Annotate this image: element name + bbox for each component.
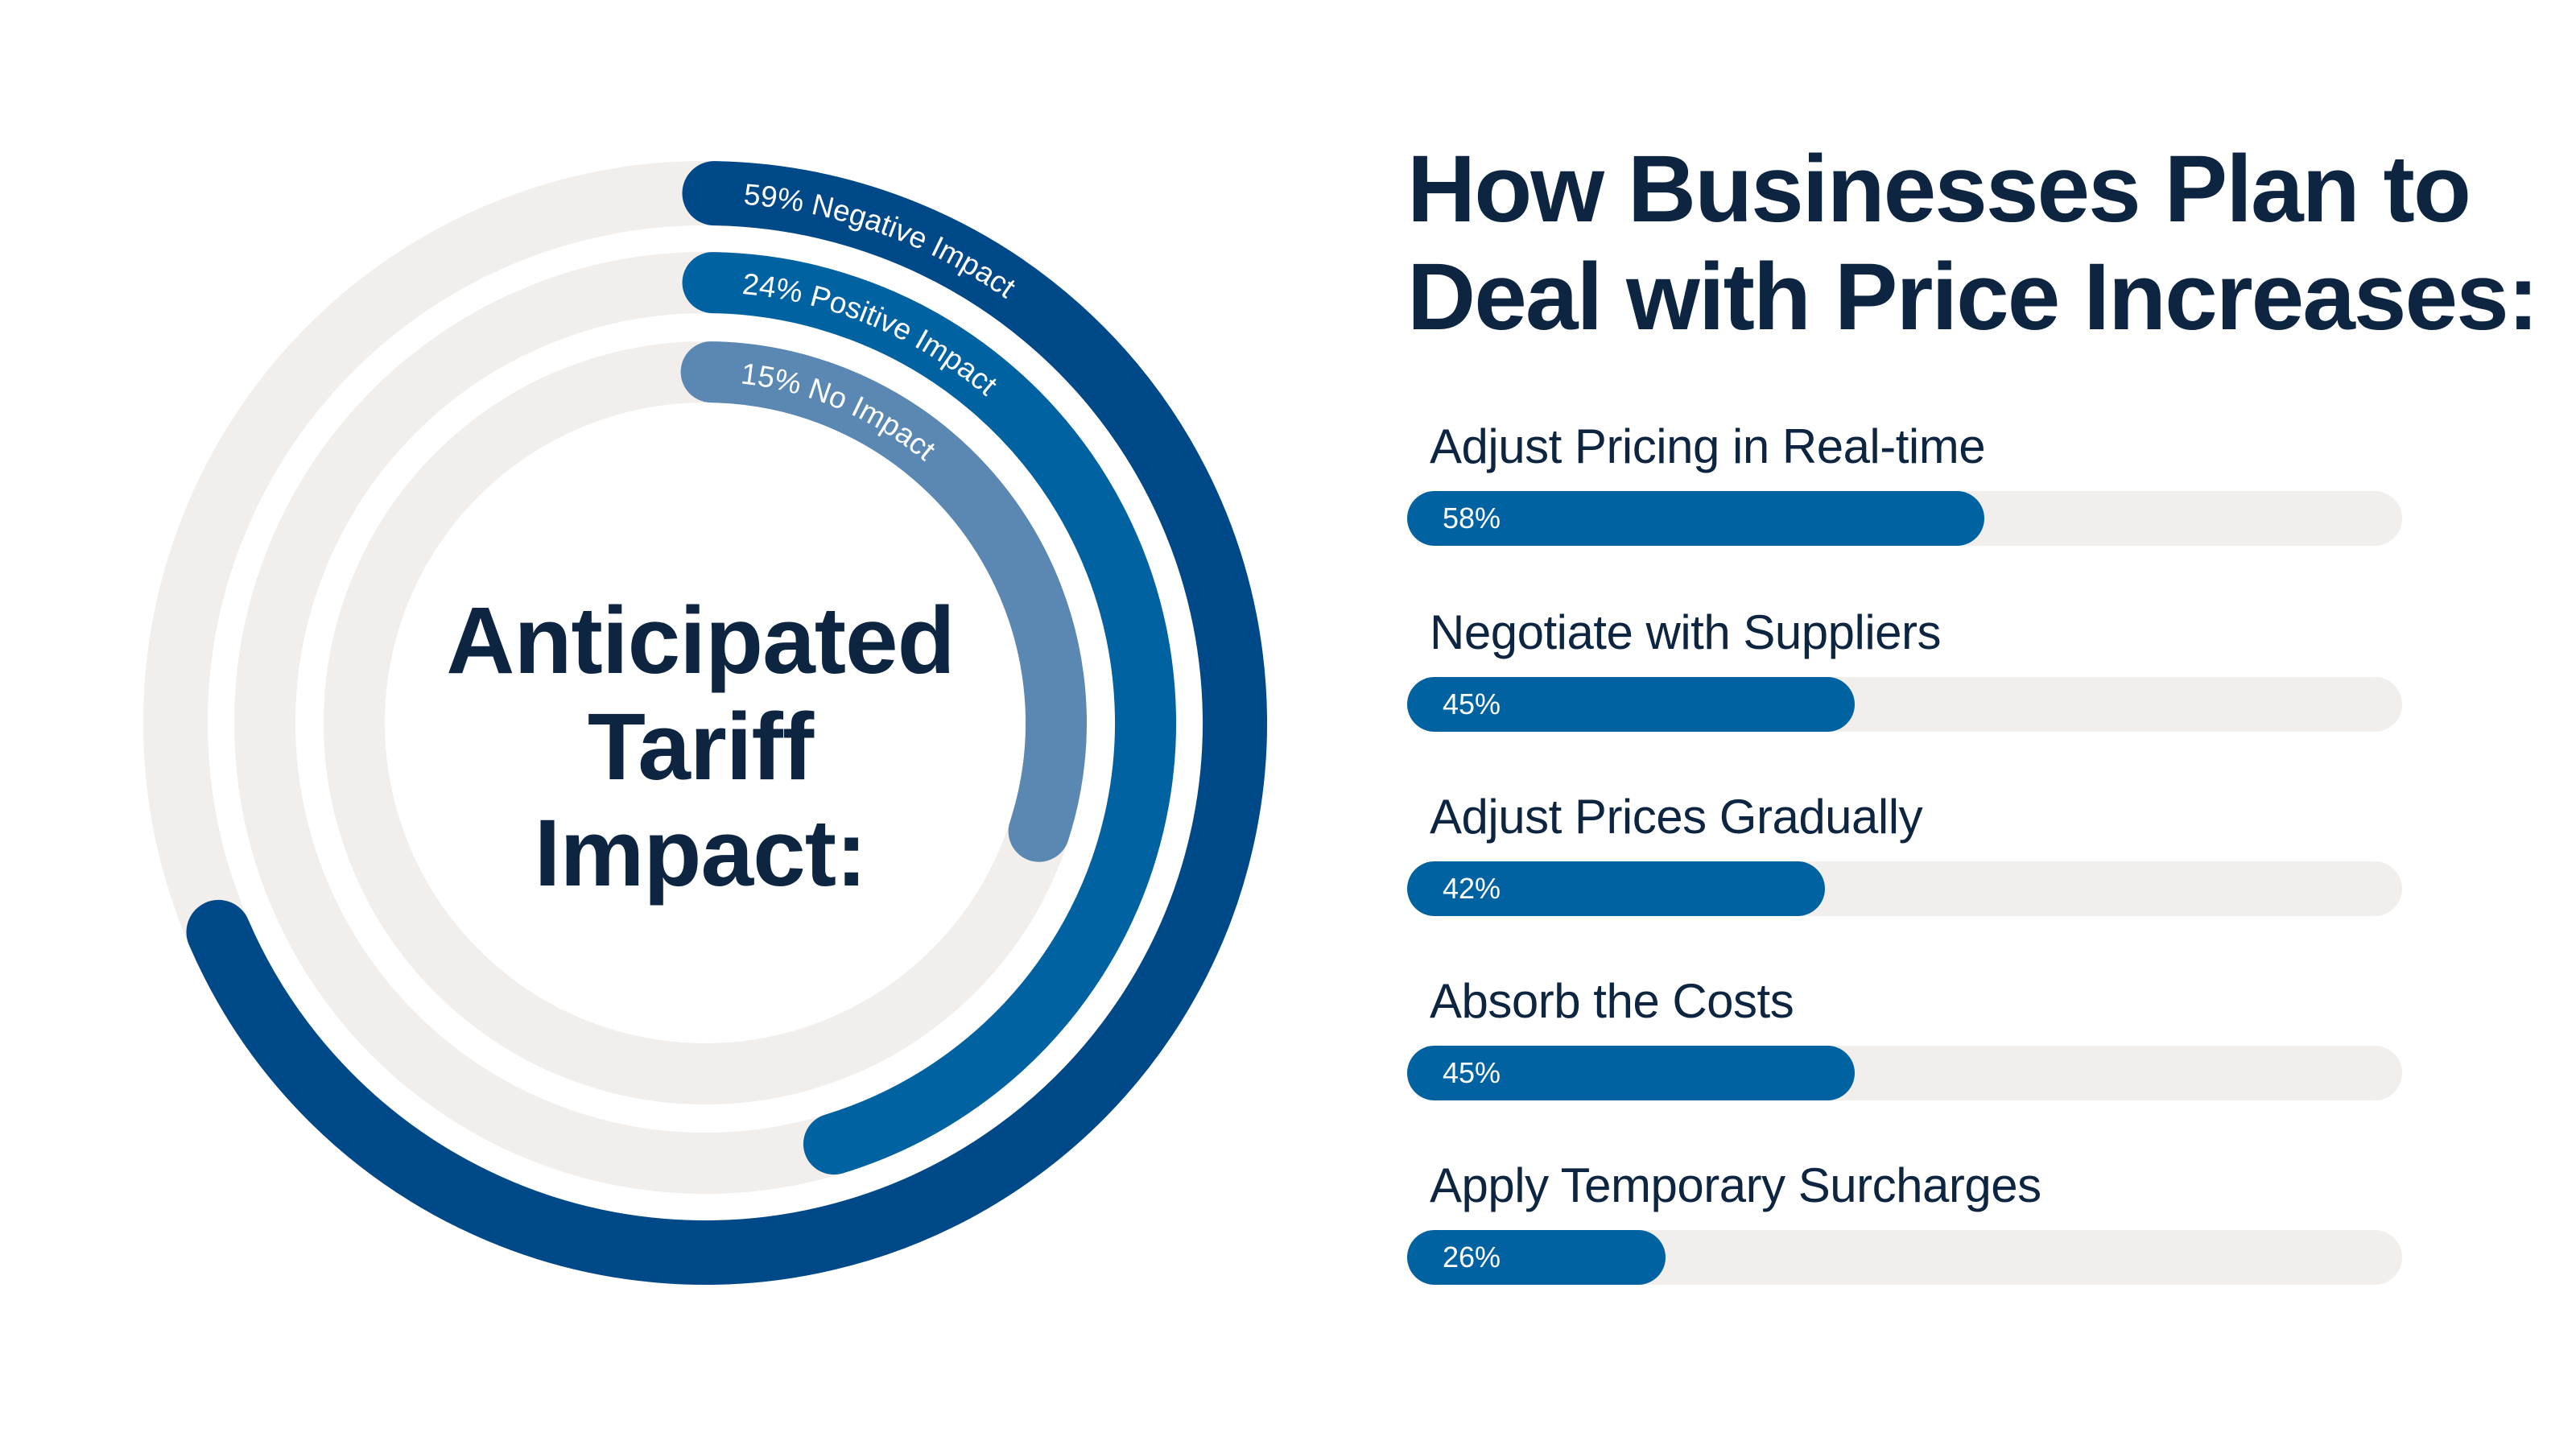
bar-category-label: Adjust Prices Gradually bbox=[1430, 790, 1923, 844]
bar-track: 45% bbox=[1407, 677, 2402, 732]
bar-track: 42% bbox=[1407, 861, 2402, 916]
bar-value-label: 45% bbox=[1443, 1056, 1501, 1089]
ring-value-arc bbox=[186, 161, 1267, 1285]
bar-fill: 42% bbox=[1407, 861, 1826, 916]
bar-title-line-2: Deal with Price Increases: bbox=[1407, 244, 2539, 350]
bar-category-label: Negotiate with Suppliers bbox=[1430, 605, 1942, 659]
radial-title-line-3: Impact: bbox=[534, 800, 868, 906]
bar-value-label: 42% bbox=[1443, 872, 1501, 905]
bar-category-label: Adjust Pricing in Real-time bbox=[1430, 419, 1986, 473]
ring-value-arc bbox=[682, 252, 1177, 1175]
radial-title-line-2: Tariff bbox=[587, 694, 814, 800]
bar-value-label: 45% bbox=[1443, 687, 1501, 720]
bar-fill: 45% bbox=[1407, 1046, 1856, 1100]
bar-category-label: Apply Temporary Surcharges bbox=[1430, 1158, 2041, 1212]
radial-title-line-1: Anticipated bbox=[446, 588, 956, 694]
bar-value-label: 26% bbox=[1443, 1241, 1501, 1274]
bar-chart-title: How Businesses Plan to Deal with Price I… bbox=[1407, 135, 2550, 351]
bar-track: 58% bbox=[1407, 491, 2402, 546]
bar-fill: 58% bbox=[1407, 491, 1984, 546]
bar-track: 45% bbox=[1407, 1046, 2402, 1100]
bar-title-line-1: How Businesses Plan to bbox=[1407, 136, 2471, 242]
radial-chart-title: Anticipated Tariff Impact: bbox=[378, 588, 1022, 906]
bar-fill: 26% bbox=[1407, 1230, 1666, 1285]
bar-category-label: Absorb the Costs bbox=[1430, 974, 1794, 1028]
ring-value-arc bbox=[680, 341, 1087, 862]
bar-track: 26% bbox=[1407, 1230, 2402, 1285]
bar-fill: 45% bbox=[1407, 677, 1856, 732]
bar-value-label: 58% bbox=[1443, 502, 1501, 535]
